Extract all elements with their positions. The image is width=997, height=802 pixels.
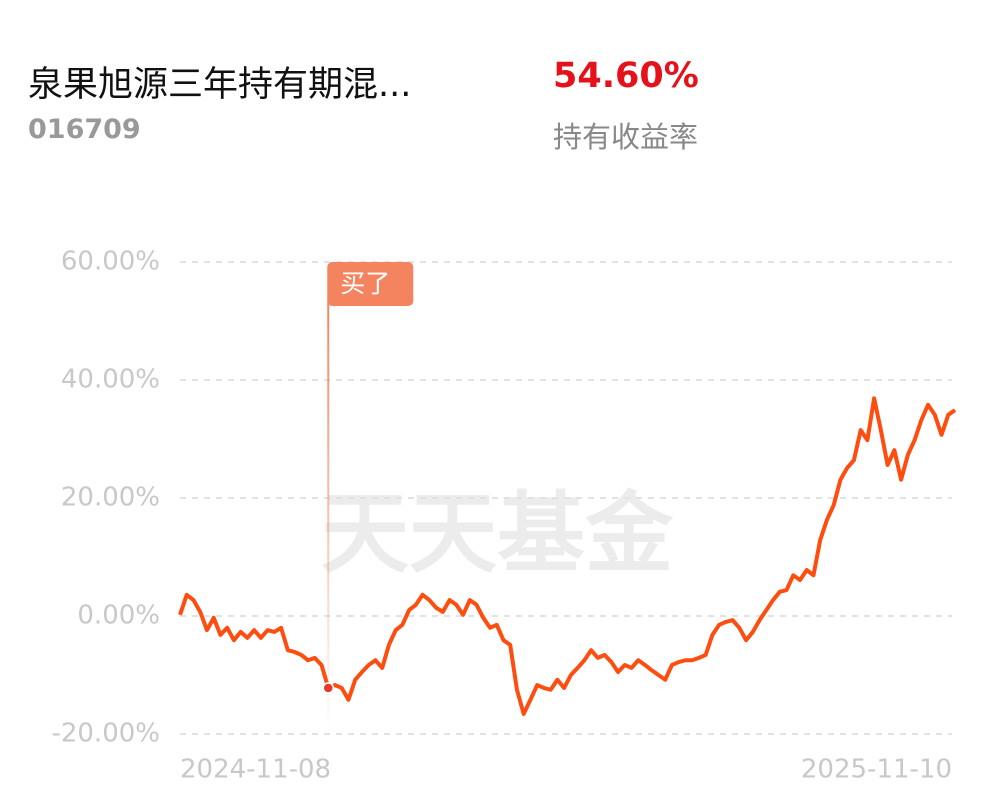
fund-code: 016709 [28, 114, 141, 145]
fund-name: 泉果旭源三年持有期混... [28, 65, 412, 105]
y-tick-label: 40.00% [61, 365, 160, 395]
y-tick-label: 0.00% [77, 601, 160, 631]
x-tick-label: 2025-11-10 [801, 755, 952, 785]
x-tick-label: 2024-11-08 [180, 755, 331, 785]
watermark: 天天基金 [321, 482, 674, 585]
holding-return-label: 持有收益率 [553, 120, 699, 154]
line [178, 396, 957, 716]
holding-return: 54.60% [553, 56, 699, 96]
y-tick-label: 60.00% [61, 247, 160, 277]
y-tick-label: -20.00% [51, 719, 160, 749]
buy-point [322, 682, 335, 694]
y-tick-label: 20.00% [61, 483, 160, 513]
buy-tag-text: 买了 [340, 269, 390, 298]
buy-line [327, 300, 330, 734]
buy-tag [327, 262, 414, 306]
